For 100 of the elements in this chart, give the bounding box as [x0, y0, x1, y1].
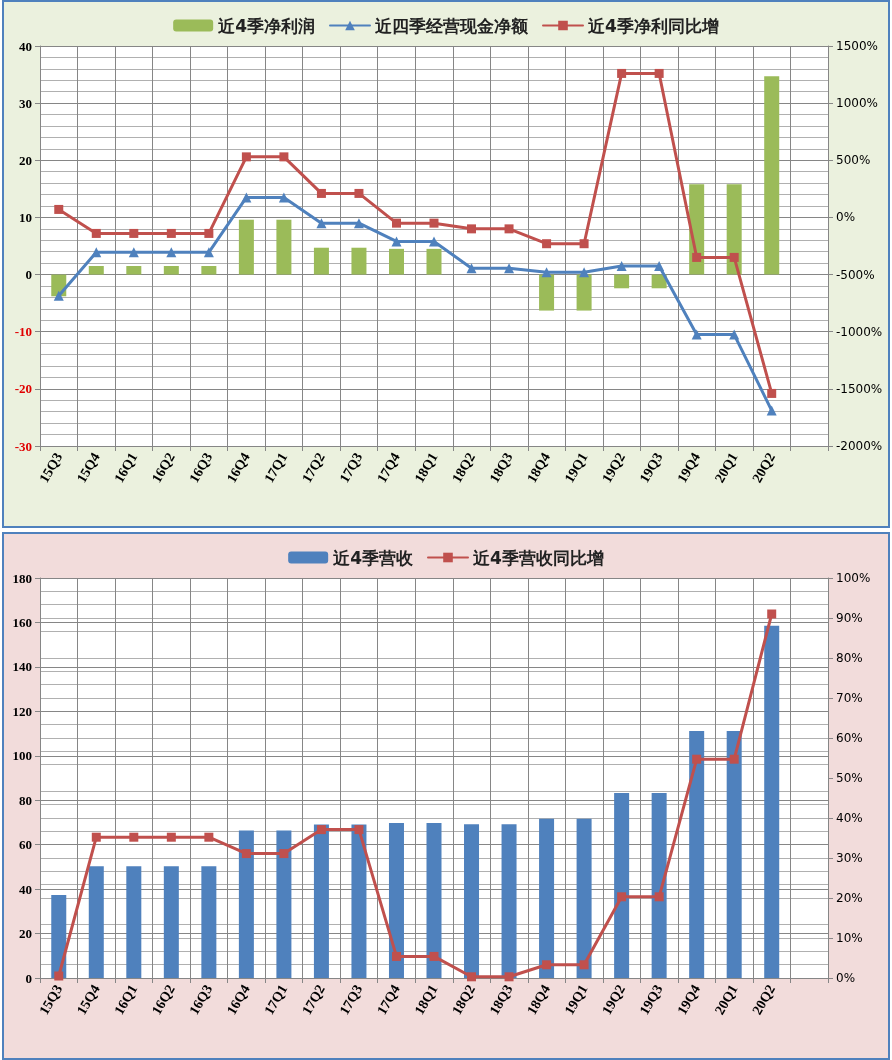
point — [316, 825, 326, 835]
bar — [576, 818, 592, 978]
bar — [313, 247, 329, 275]
y-tick-label: 0 — [25, 970, 32, 986]
bar — [88, 866, 104, 978]
point — [429, 951, 439, 961]
bar — [276, 830, 292, 978]
y2-tick-label: 1000% — [836, 96, 878, 111]
point — [541, 267, 552, 278]
point — [542, 960, 552, 970]
bar — [464, 824, 480, 978]
bar — [614, 274, 630, 289]
point — [617, 68, 627, 78]
legend-label: 近4季净利润 — [217, 15, 316, 36]
bar — [426, 248, 442, 275]
y-tick-label: 60 — [19, 837, 32, 853]
bar — [163, 266, 179, 275]
point — [504, 263, 515, 274]
y-tick-label: 20 — [19, 152, 32, 168]
y-tick-label: 30 — [19, 95, 32, 111]
point — [128, 247, 139, 258]
y2-tick-label: -2000% — [836, 439, 883, 453]
bar — [614, 792, 630, 978]
y2-tick-label: 10% — [836, 931, 863, 945]
y-tick-label: 100 — [12, 748, 32, 764]
point — [504, 972, 514, 982]
y2-tick-label: -1000% — [836, 324, 883, 339]
y-tick-label: 120 — [12, 703, 32, 719]
point — [579, 267, 590, 278]
point — [316, 218, 327, 229]
y2-tick-label: 50% — [836, 771, 863, 785]
bar — [501, 824, 517, 978]
y2-tick-label: 60% — [836, 731, 863, 745]
point — [129, 832, 139, 842]
y-tick-label: 40 — [19, 38, 32, 54]
point — [467, 224, 477, 234]
bar — [126, 266, 142, 275]
bar — [388, 248, 404, 275]
y-tick-label: 40 — [19, 881, 32, 897]
point — [616, 261, 627, 271]
y2-tick-label: 80% — [836, 651, 863, 665]
point — [354, 188, 364, 198]
y2-tick-label: 100% — [836, 571, 871, 585]
bar — [126, 866, 142, 978]
y-tick-label: 180 — [12, 570, 32, 586]
bar — [201, 266, 217, 275]
point — [91, 228, 101, 238]
y-tick-label: 160 — [12, 614, 32, 630]
point — [504, 224, 514, 234]
y-tick-label: -10 — [14, 324, 32, 340]
y2-tick-label: -500% — [836, 267, 875, 282]
bar — [651, 792, 667, 978]
y2-tick-label: 0% — [836, 971, 856, 985]
point — [91, 247, 102, 258]
bar — [539, 274, 555, 311]
bar — [238, 830, 254, 978]
point — [166, 228, 176, 238]
point — [466, 263, 477, 274]
point — [391, 951, 401, 961]
point — [54, 204, 64, 214]
point — [766, 405, 777, 416]
point — [354, 825, 364, 835]
y2-tick-label: 0% — [836, 210, 856, 225]
point — [241, 152, 251, 162]
y-tick-label: 140 — [12, 659, 32, 675]
point — [391, 236, 402, 247]
bar — [426, 823, 442, 978]
bar — [689, 731, 705, 978]
point — [654, 68, 664, 78]
y2-tick-label: 30% — [836, 851, 863, 865]
bar — [764, 625, 780, 978]
point — [729, 252, 739, 262]
y2-tick-label: 90% — [836, 611, 863, 625]
point — [691, 329, 702, 340]
bar — [388, 823, 404, 978]
point — [617, 892, 627, 902]
point — [279, 849, 289, 859]
bar — [764, 76, 780, 275]
y2-tick-label: 500% — [836, 153, 871, 168]
bar — [276, 219, 292, 275]
point — [353, 218, 364, 229]
point — [129, 228, 139, 238]
point — [241, 849, 251, 859]
point — [204, 832, 214, 842]
point — [53, 290, 64, 301]
y-tick-label: -20 — [14, 381, 32, 397]
point — [467, 972, 477, 982]
y2-tick-label: 20% — [836, 891, 863, 905]
point — [579, 239, 589, 249]
bar — [539, 818, 555, 978]
legend-label: 近4季营收 — [332, 547, 414, 568]
y-tick-label: -30 — [14, 438, 32, 454]
point — [204, 228, 214, 238]
point — [542, 239, 552, 249]
y-tick-label: 0 — [25, 267, 32, 283]
point — [579, 960, 589, 970]
point — [429, 236, 439, 247]
point — [391, 218, 401, 228]
legend-label: 近4季净利同比增 — [587, 15, 719, 36]
point — [654, 892, 664, 902]
